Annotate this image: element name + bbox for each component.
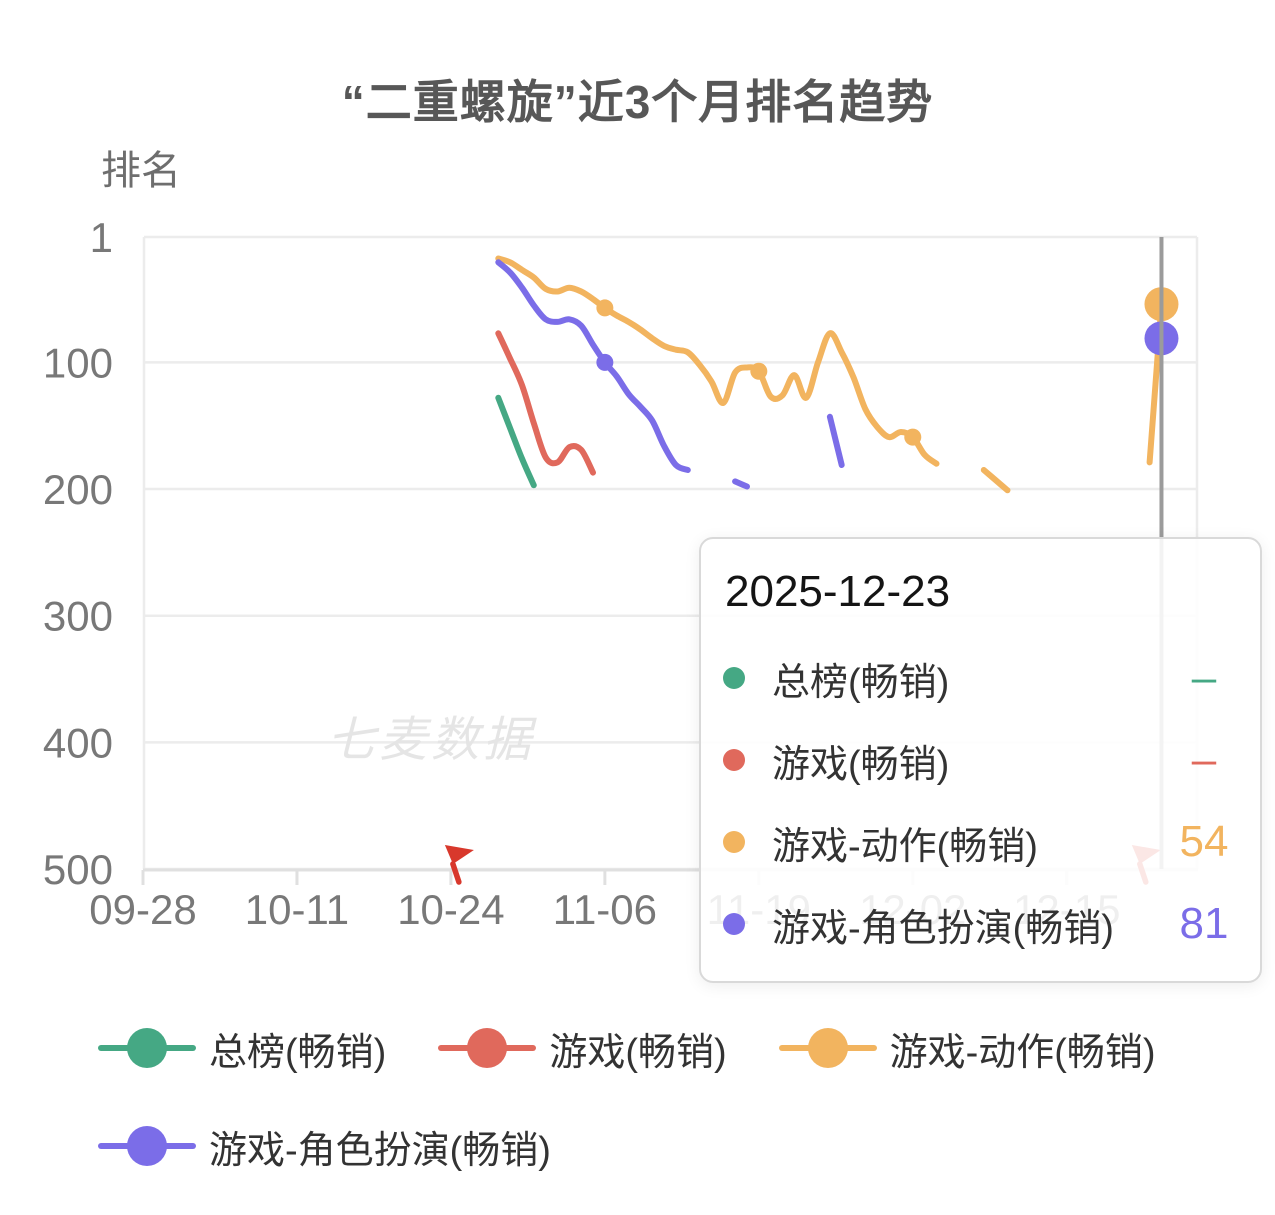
legend-marker-icon (438, 1026, 537, 1070)
hover-tooltip: 2025-12-23 总榜(畅销) – 游戏(畅销) – 游戏-动作(畅销) 54 游戏-角… (699, 537, 1262, 983)
legend-circle (807, 1028, 848, 1068)
series-game-action-bestseller (495, 255, 1165, 494)
x-axis-label: 11-06 (553, 886, 657, 933)
flag-pole (450, 861, 462, 885)
series-dot-icon (723, 913, 745, 935)
legend-item-game-rpg-bestseller[interactable]: 游戏-角色扮演(畅销) (98, 1119, 551, 1174)
tooltip-row-game-action-bestseller: 游戏-动作(畅销) 54 (723, 801, 1235, 883)
chart-legend: 总榜(畅销) 游戏(畅销) 游戏-动作(畅销) 游戏-角色扮演(畅销) (98, 1008, 1238, 1186)
tooltip-series-label: 游戏-角色扮演(畅销) (772, 907, 1114, 950)
series-line-game-rpg-bestseller (732, 478, 750, 490)
legend-circle (467, 1028, 508, 1068)
series-line-game-rpg-bestseller (495, 259, 691, 473)
series-line-overall-bestseller (495, 394, 537, 489)
legend-item-overall-bestseller[interactable]: 总榜(畅销) (98, 1021, 386, 1076)
tooltip-row-game-rpg-bestseller: 游戏-角色扮演(畅销) 81 (723, 883, 1235, 965)
series-overall-bestseller (495, 394, 537, 489)
tooltip-series-value: 81 (1179, 899, 1229, 948)
legend-row: 游戏-角色扮演(畅销) (98, 1106, 1238, 1186)
series-game-bestseller (495, 330, 596, 476)
y-axis-label: 400 (43, 719, 113, 766)
legend-item-label: 游戏(畅销) (549, 1031, 727, 1074)
legend-marker-icon (98, 1124, 196, 1168)
series-point-game-action-bestseller (904, 428, 922, 446)
legend-circle (127, 1028, 167, 1068)
legend-item-label: 游戏-角色扮演(畅销) (209, 1129, 551, 1172)
x-axis-label: 09-28 (89, 886, 196, 933)
series-line-game-bestseller (495, 330, 596, 476)
series-dot-icon (723, 749, 745, 771)
qimai-watermark: 七麦数据 (327, 714, 537, 767)
y-axis-label: 500 (43, 846, 113, 893)
tooltip-series-label: 总榜(畅销) (772, 661, 950, 704)
series-dot-icon (723, 667, 745, 689)
tooltip-series-label: 游戏-动作(畅销) (772, 825, 1038, 868)
series-dot-icon (723, 831, 745, 853)
tooltip-series-value: – (1191, 735, 1217, 784)
tooltip-series-value: 54 (1179, 817, 1229, 866)
legend-item-label: 总榜(畅销) (209, 1031, 387, 1074)
tooltip-series-value: – (1191, 653, 1217, 702)
axis-labels: 110020030040050009-2810-1110-2411-0611-1… (43, 214, 1121, 933)
flag-banner (444, 845, 474, 864)
legend-item-label: 游戏-动作(畅销) (889, 1031, 1156, 1074)
tooltip-rows: 总榜(畅销) – 游戏(畅销) – 游戏-动作(畅销) 54 游戏-角色扮演(畅销) 81 (723, 637, 1235, 965)
tooltip-series-label: 游戏(畅销) (772, 743, 950, 786)
legend-marker-icon (778, 1026, 877, 1070)
y-axis-label: 200 (43, 466, 113, 513)
series-point-game-action-bestseller (596, 299, 614, 317)
tooltip-row-overall-bestseller: 总榜(畅销) – (723, 637, 1235, 719)
series-line-game-action-bestseller (980, 467, 1011, 494)
series-game-rpg-bestseller (495, 259, 845, 490)
series-point-game-action-bestseller (750, 362, 768, 380)
legend-circle (127, 1126, 167, 1166)
x-axis-label: 10-11 (245, 886, 349, 933)
tooltip-row-game-bestseller: 游戏(畅销) – (723, 719, 1235, 801)
y-axis-label: 300 (43, 593, 113, 640)
y-axis-label: 1 (90, 214, 113, 261)
x-axis-label: 10-24 (397, 886, 504, 933)
legend-marker-icon (98, 1026, 196, 1070)
series-point-game-rpg-bestseller (596, 353, 614, 371)
series-line-game-rpg-bestseller (826, 413, 845, 468)
chart-title: “二重螺旋”近3个月排名趋势 (341, 76, 934, 128)
event-flag-icon[interactable] (444, 845, 474, 885)
y-axis-title: 排名 (101, 149, 181, 193)
legend-row: 总榜(畅销) 游戏(畅销) 游戏-动作(畅销) (98, 1008, 1238, 1088)
y-axis-label: 100 (43, 339, 113, 386)
series-line-game-action-bestseller (495, 255, 940, 467)
tooltip-date: 2025-12-23 (725, 567, 951, 616)
legend-item-game-bestseller[interactable]: 游戏(畅销) (438, 1021, 727, 1076)
legend-item-game-action-bestseller[interactable]: 游戏-动作(畅销) (778, 1021, 1156, 1076)
